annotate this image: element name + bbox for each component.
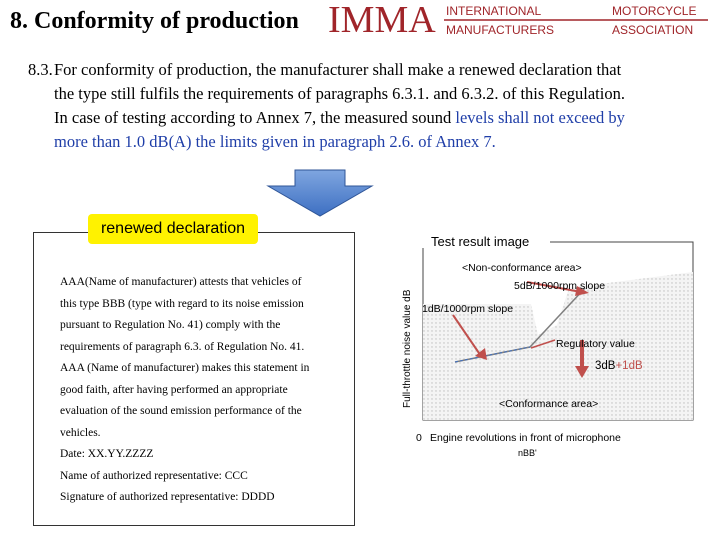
declaration-line: requirements of paragraph 6.3. of Regula…	[60, 340, 305, 353]
declaration-label: renewed declaration	[88, 214, 258, 244]
slope-right-label: 5dB/1000rpm slope	[514, 280, 605, 292]
paragraph-number: 8.3.	[28, 60, 53, 79]
value-3db-label: 3dB+1dB	[595, 360, 643, 372]
declaration-line: vehicles.	[60, 426, 101, 439]
paragraph-line-3: In case of testing according to Annex 7,…	[54, 106, 704, 130]
declaration-line: this type BBB (type with regard to its n…	[60, 297, 304, 310]
chart-title: Test result image	[431, 234, 529, 249]
reference-line	[454, 346, 531, 363]
paragraph-line-2: the type still fulfils the requirements …	[54, 84, 625, 103]
declaration-line: Date: XX.YY.ZZZZ	[60, 448, 154, 460]
highlight-text-2: more than 1.0 dB(A) the limits given in …	[54, 132, 496, 151]
declaration-line: evaluation of the sound emission perform…	[60, 405, 302, 417]
nonconformance-label: <Non-conformance area>	[462, 262, 582, 274]
chart-xlabel: Engine revolutions in front of microphon…	[430, 432, 621, 444]
paragraph-line-1: For conformity of production, the manufa…	[54, 60, 622, 79]
slope-right-arrowhead	[575, 286, 589, 296]
value-3db: 3dB	[595, 360, 616, 372]
slope-left-arrowhead	[475, 348, 487, 360]
declaration-line: Name of authorized representative: CCC	[60, 469, 248, 482]
logo-line2-right: ASSOCIATION	[612, 23, 693, 37]
declaration-line: pursuant to Regulation No. 41) comply wi…	[60, 319, 281, 331]
declaration-line: good faith, after having performed an ap…	[60, 383, 288, 396]
value-arrowhead	[575, 366, 589, 378]
logo-line1-right: MOTORCYCLE	[612, 4, 696, 18]
test-result-chart: Test result image Full-throttle noise va…	[402, 234, 694, 458]
declaration-line: Signature of authorized representative: …	[60, 491, 275, 503]
paragraph-line-3-text: In case of testing according to Annex 7,…	[54, 108, 456, 127]
nonconformance-area	[423, 272, 693, 420]
logo-main: IMMA	[328, 0, 436, 40]
logo-line2-left: MANUFACTURERS	[446, 23, 554, 37]
slope-left-label: 1dB/1000rpm slope	[422, 303, 513, 315]
origin-label: 0	[416, 432, 422, 444]
regulatory-label: Regulatory value	[556, 338, 635, 350]
conformance-label: <Conformance area>	[499, 398, 598, 410]
chart-xunit: nBB'	[518, 448, 537, 458]
logo-line1-left: INTERNATIONAL	[446, 4, 541, 18]
regulatory-arrow	[530, 339, 556, 349]
down-arrow-icon	[266, 169, 374, 217]
imma-logo: IMMA INTERNATIONAL MOTORCYCLE MANUFACTUR…	[328, 0, 708, 40]
declaration-line: AAA (Name of manufacturer) makes this st…	[60, 362, 310, 374]
highlight-text-1: levels shall not exceed by	[455, 108, 625, 127]
page-title: 8. Conformity of production	[10, 8, 299, 34]
chart-ylabel: Full-throttle noise value dB	[402, 289, 413, 408]
slope-right-arrow	[526, 281, 582, 293]
declaration-text: AAA(Name of manufacturer) attests that v…	[60, 272, 350, 509]
value-plus-1db: +1dB	[615, 360, 643, 372]
slope-left-arrow	[452, 314, 482, 357]
declaration-line: AAA(Name of manufacturer) attests that v…	[60, 276, 302, 288]
